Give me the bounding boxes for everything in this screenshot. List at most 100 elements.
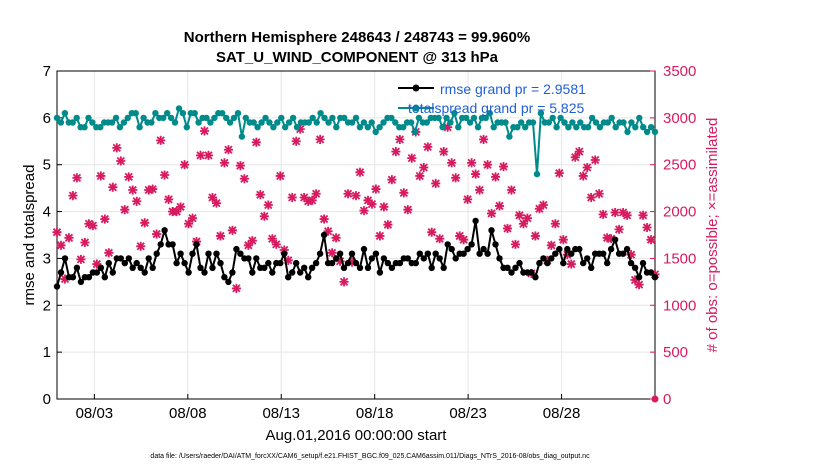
totalspread-point (219, 110, 226, 117)
rmse-point (464, 245, 471, 253)
obs-point (255, 190, 265, 200)
totalspread-point (360, 119, 368, 126)
obs-marker (267, 234, 277, 244)
totalspread-point (557, 114, 564, 122)
rmse-point (253, 255, 260, 262)
obs-point (108, 182, 118, 192)
totalspread-point (124, 114, 131, 122)
obs-marker (538, 200, 548, 210)
totalspread-point (474, 124, 482, 131)
obs-point (471, 169, 481, 179)
totalspread-point (592, 119, 600, 126)
totalspread-point (388, 114, 395, 122)
rmse-point (189, 250, 196, 257)
obs-point (100, 214, 110, 224)
obs-marker (255, 190, 265, 200)
obs-point (407, 153, 417, 163)
obs-marker (319, 214, 329, 224)
totalspread-point (132, 110, 139, 117)
totalspread-point (152, 110, 159, 117)
obs-marker (419, 162, 429, 173)
obs-point (96, 171, 106, 181)
obs-point (570, 152, 580, 162)
totalspread-point (333, 124, 340, 131)
totalspread-point (435, 114, 442, 122)
obs-marker (518, 219, 528, 229)
obs-marker (243, 240, 253, 250)
totalspread-point (171, 119, 179, 126)
obs-point (219, 158, 229, 168)
obs-point (120, 205, 130, 215)
obs-point (566, 259, 576, 269)
totalspread-point (69, 119, 76, 126)
totalspread-point (466, 119, 474, 126)
totalspread-point (651, 128, 659, 136)
obs-marker (443, 122, 453, 132)
obs-marker (219, 158, 229, 168)
totalspread-point (309, 114, 316, 122)
totalspread-point (632, 124, 639, 131)
obs-point (339, 277, 349, 287)
totalspread-point (293, 124, 301, 131)
obs-marker (60, 274, 70, 284)
legend-spread-marker (412, 104, 420, 112)
obs-marker (195, 150, 206, 160)
totalspread-point (577, 119, 584, 126)
legend-rmse-marker (412, 84, 420, 92)
obs-marker (132, 196, 142, 206)
totalspread-point (553, 124, 560, 131)
obs-point (327, 248, 337, 258)
rmse-point (416, 250, 423, 257)
rmse-point (404, 255, 411, 262)
rmse-point (301, 264, 308, 271)
totalspread-point (116, 124, 124, 131)
rmse-point (344, 259, 352, 267)
obs-point (295, 124, 305, 134)
x-axis-ticks: 08/03 08/08 08/13 08/18 08/23 08/28 (76, 394, 580, 422)
obs-marker (180, 160, 190, 170)
obs-point (602, 233, 612, 243)
obs-point (506, 185, 517, 195)
totalspread-point (561, 119, 568, 126)
obs-assimilated-series (52, 122, 660, 403)
obs-marker (566, 259, 576, 269)
obs-marker (52, 227, 62, 237)
obs-marker (124, 172, 134, 182)
totalspread-point (573, 124, 580, 131)
totalspread-point (73, 114, 80, 122)
obs-marker (606, 234, 616, 244)
totalspread-point (266, 119, 273, 126)
rmse-point (312, 259, 320, 267)
obs-point (68, 191, 78, 201)
rmse-point (512, 264, 519, 271)
grid (57, 70, 655, 400)
chart-title: Northern Hemisphere 248643 / 248743 = 99… (184, 29, 530, 46)
obs-marker (510, 239, 521, 249)
rmse-point (157, 241, 164, 248)
obs-marker (247, 236, 257, 246)
rmse-point (221, 274, 228, 281)
rmse-point (468, 241, 475, 248)
rmse-point (320, 231, 328, 239)
obs-point (606, 234, 616, 244)
totalspread-point (549, 114, 556, 122)
obs-marker (164, 194, 174, 204)
totalspread-point (423, 119, 430, 126)
obs-point (140, 218, 150, 228)
obs-point (203, 150, 214, 160)
totalspread-point (584, 124, 592, 131)
rmse-point (428, 264, 435, 271)
rmse-point (448, 245, 455, 253)
obs-marker (514, 210, 525, 220)
rmse-point (73, 264, 81, 271)
obs-point (574, 147, 584, 157)
rmse-point (201, 269, 208, 276)
rmse-point (607, 245, 615, 253)
rmse-point (588, 264, 595, 271)
rmse-point (388, 264, 396, 271)
rmse-point (480, 245, 487, 253)
obs-point (152, 229, 162, 239)
rmse-point (217, 259, 224, 267)
totalspread-point (392, 119, 399, 126)
obs-marker (383, 220, 393, 230)
